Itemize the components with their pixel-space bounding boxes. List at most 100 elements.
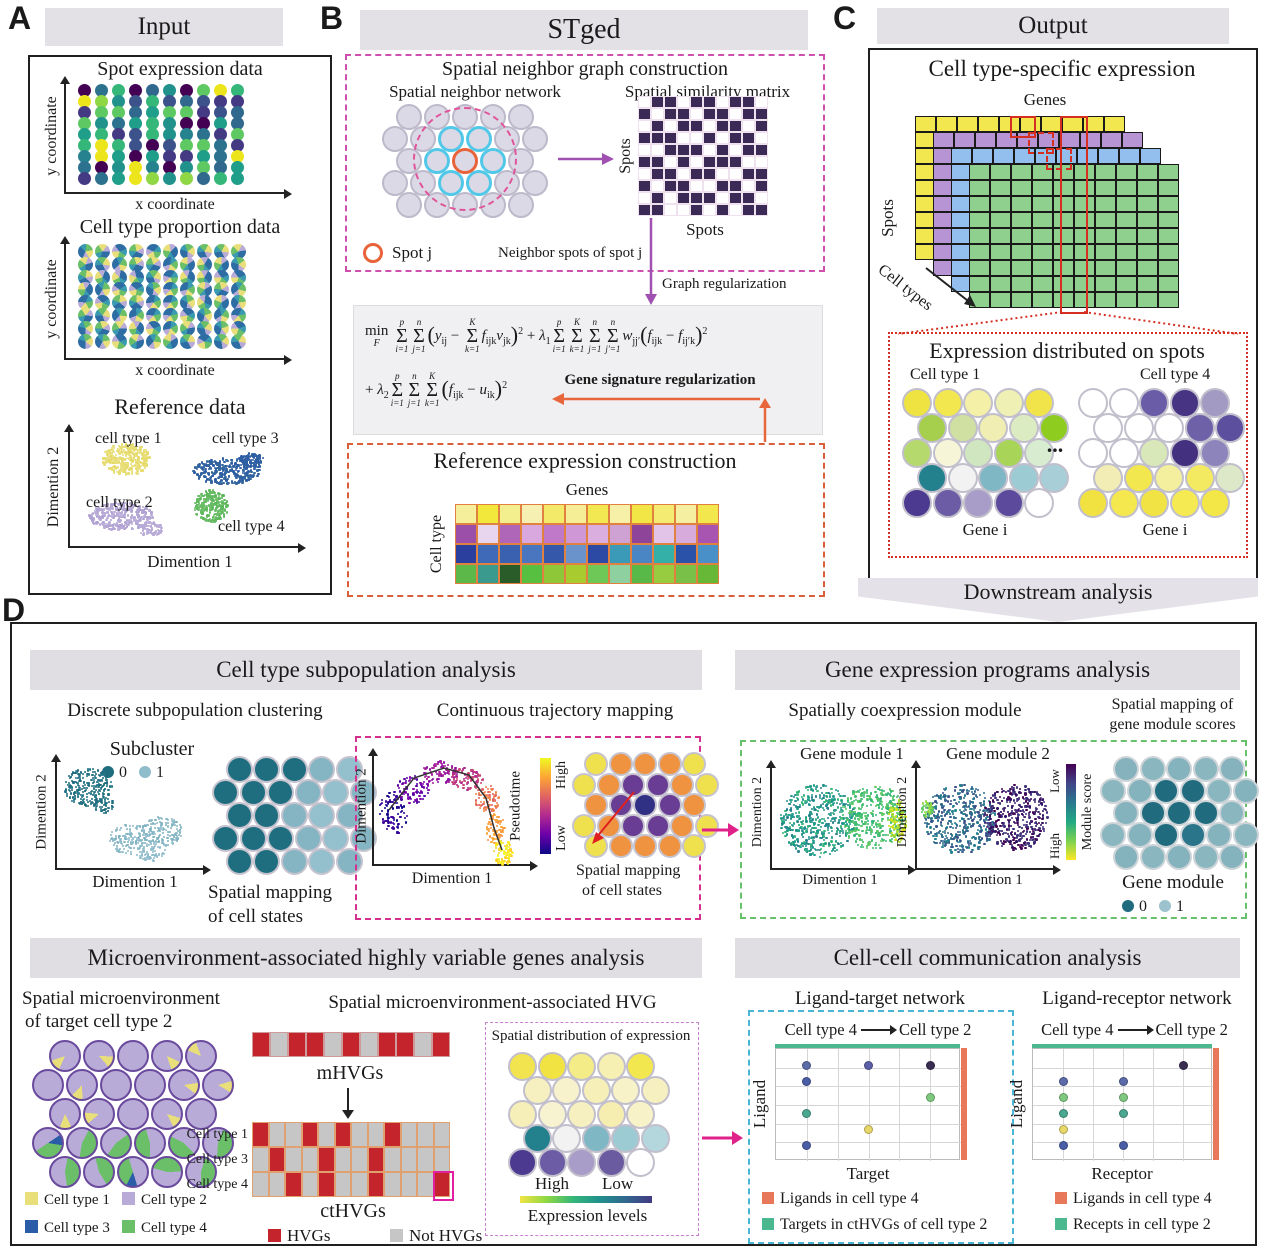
similarity-matrix-ylabel: Spots — [617, 138, 634, 174]
expression-colorbar — [520, 1196, 652, 1203]
module-score-colorbar — [1066, 764, 1076, 860]
lr-legend1: Ligands in cell type 4 — [1055, 1190, 1212, 1208]
gene-module1-xlabel: Dimention 1 — [802, 872, 878, 888]
panel-d-label: D — [2, 592, 26, 628]
cthvgs-highlight-cell — [433, 1171, 454, 1201]
lt-legend2: Targets in ctHVGs of cell type 2 — [762, 1216, 987, 1234]
gene-module1-axes — [765, 760, 916, 875]
hvg-legend-label: HVGs — [287, 1226, 331, 1245]
reference-title: Reference data — [114, 394, 246, 419]
lr-ligand-bar — [1213, 1048, 1219, 1160]
trajectory-xlabel: Dimention 1 — [411, 870, 493, 887]
proportion-pies — [78, 244, 248, 354]
mhvgs-label: mHVGs — [316, 1062, 384, 1084]
expression-levels-caption: Expression levels — [527, 1206, 648, 1225]
reference-expression-box — [347, 443, 825, 597]
microenv-legend-ct3: Cell type 3 — [25, 1220, 110, 1237]
celltype-expression-title: Cell type-specific expression — [928, 56, 1196, 81]
spot-expression-axes — [59, 76, 292, 199]
discrete-spotmap — [212, 756, 378, 876]
neighbor-spots-label: Neighbor spots of spot j — [498, 245, 643, 261]
trajectory-title: Continuous trajectory mapping — [436, 700, 674, 721]
ct2-swatch-icon — [122, 1192, 135, 1205]
lt-ylabel: Ligand — [750, 1079, 769, 1129]
gene-module1-scatter — [772, 762, 908, 862]
lt-from-label: Cell type 4 — [784, 1020, 857, 1039]
reference-cluster1-label: cell type 1 — [95, 430, 162, 447]
panel-a-header-text: Input — [137, 13, 191, 40]
panel-b-label: B — [320, 0, 344, 36]
module-score-low-label: Low — [1047, 769, 1062, 793]
gene-module1-dot-icon — [1159, 900, 1171, 912]
geneprog-header: Gene expression programs analysis — [735, 650, 1240, 690]
graph-regularization-arrow-icon — [645, 218, 657, 305]
coexpression-title: Spatially coexpression module — [788, 700, 1022, 721]
subcluster0-label: 0 — [119, 764, 127, 781]
downstream-label: Downstream analysis — [963, 579, 1153, 604]
celltype1-map-title: Cell type 1 — [910, 366, 981, 383]
distribution-spotmap — [508, 1052, 670, 1177]
lr-legend1-label: Ligands in cell type 4 — [1073, 1190, 1212, 1207]
trajectory-caption-line2: of cell states — [582, 882, 662, 899]
microenv-legend-ct2: Cell type 2 — [122, 1192, 207, 1209]
lr-to-label: Cell type 2 — [1155, 1020, 1228, 1039]
spot-j-label: Spot j — [392, 243, 433, 262]
ct4-swatch-icon — [122, 1220, 135, 1233]
layers-genes-label: Genes — [1023, 90, 1067, 109]
module-score-label: Module score — [1080, 773, 1095, 851]
gene-module0-dot-icon — [1122, 900, 1134, 912]
reference-ylabel: Dimention 2 — [45, 446, 62, 528]
distribution-low-label: Low — [602, 1174, 634, 1193]
ligand-receptor-title: Ligand-receptor network — [1042, 988, 1232, 1009]
gene-module1-ylabel: Dimention 2 — [750, 776, 765, 848]
gene-module1-title: Gene module 1 — [800, 744, 904, 763]
subpopulation-header-text: Cell type subpopulation analysis — [216, 657, 516, 682]
spot-expression-xlabel: x coordinate — [135, 196, 215, 213]
reference-axes — [63, 424, 306, 553]
gene-module0-label: 0 — [1139, 898, 1147, 915]
microenv-header: Microenvironment-associated highly varia… — [30, 938, 702, 978]
cellcell-header-text: Cell-cell communication analysis — [833, 945, 1142, 970]
pseudotime-high-label: High — [554, 761, 569, 789]
proportion-axes — [59, 236, 292, 365]
subcluster-axes — [50, 754, 211, 875]
gene-signature-arrow-icon — [552, 393, 760, 405]
column-fanout-lines-icon — [897, 311, 1239, 335]
trajectory-arrow-icon — [592, 791, 635, 844]
graph-regularization-label: Graph regularization — [662, 276, 787, 292]
ct1-legend-label: Cell type 1 — [44, 1192, 110, 1208]
microenv-title-line1: Spatial microenvironment — [22, 988, 220, 1009]
neighbor-radius-circle — [413, 107, 517, 211]
cthvgs-row2-label: Cell type 3 — [186, 1152, 248, 1167]
gene-module1-leg-label: 1 — [1176, 898, 1184, 915]
pseudotime-low-label: Low — [554, 825, 569, 851]
hvg-title: Spatial microenvironment-associated HVG — [328, 992, 657, 1013]
ligand-receptor-flow: Cell type 4 Cell type 2 — [1022, 1020, 1247, 1040]
trajectory-scatter — [374, 750, 524, 866]
network-to-matrix-arrow-icon — [558, 153, 614, 165]
celltype1-gene-caption: Gene i — [962, 520, 1008, 539]
lr-legend2: Recepts in cell type 2 — [1055, 1216, 1211, 1234]
lr-xlabel: Receptor — [1091, 1164, 1153, 1183]
celltype4-gene-caption: Gene i — [1142, 520, 1188, 539]
similarity-matrix-xlabel: Spots — [686, 220, 724, 239]
panel-b-header: STged — [360, 10, 808, 50]
subcluster-legend-title: Subcluster — [109, 738, 195, 760]
lt-ligand-swatch-icon — [762, 1192, 774, 1204]
discrete-caption-line2: of cell states — [208, 906, 303, 927]
layers-spots-label: Spots — [878, 199, 897, 237]
reference-cluster4-label: cell type 4 — [218, 518, 285, 535]
lr-recept-swatch-icon — [1055, 1218, 1067, 1230]
subcluster0-dot-icon — [102, 766, 114, 778]
subpopulation-header: Cell type subpopulation analysis — [30, 650, 702, 690]
subcluster1-dot-icon — [139, 766, 151, 778]
trajectory-ylabel: Dimention 2 — [353, 768, 370, 844]
lr-ligand-swatch-icon — [1055, 1192, 1067, 1204]
lt-xlabel: Target — [846, 1164, 890, 1183]
reference-expression-title: Reference expression construction — [433, 448, 737, 473]
score-map-title-line1: Spatial mapping of — [1111, 696, 1234, 713]
spot-expression-dots — [78, 84, 248, 194]
ligand-target-box — [748, 1010, 1014, 1244]
nothvg-legend: Not HVGs — [390, 1226, 482, 1246]
